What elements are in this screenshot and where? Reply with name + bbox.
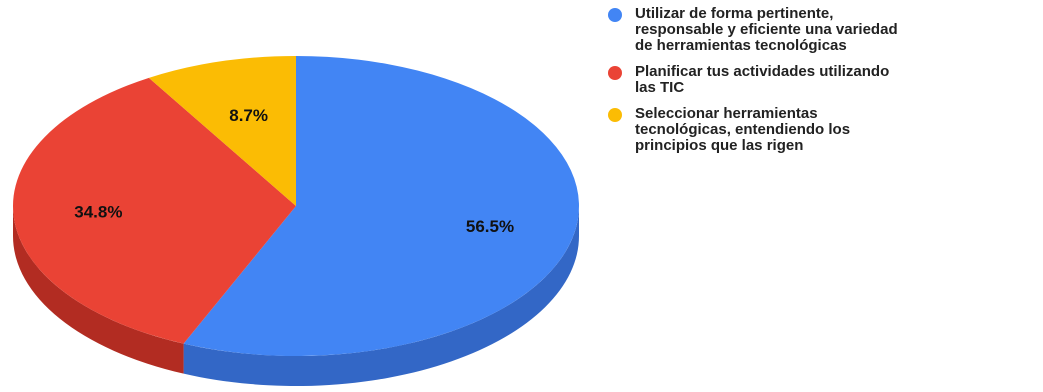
slice-label-1: 56.5% [466, 217, 514, 236]
legend-marker-1 [608, 8, 622, 22]
pie-chart: 56.5% 34.8% 8.7% [12, 56, 579, 387]
pie-slice-2 [12, 77, 297, 344]
pie-slice-1 [183, 56, 579, 356]
legend-marker-2 [608, 66, 622, 80]
legend-item-2: Planificar tus actividades utilizando la… [608, 64, 1038, 96]
legend-label-3: Seleccionar herramientas tecnológicas, e… [635, 105, 851, 154]
legend-label-2: Planificar tus actividades utilizando la… [635, 63, 890, 96]
slice-label-2: 34.8% [74, 203, 122, 222]
legend-label-1: Utilizar de forma pertinente, responsabl… [635, 5, 898, 54]
legend: Utilizar de forma pertinente, responsabl… [608, 6, 1038, 164]
pie-side-2 [13, 206, 184, 374]
slice-label-3: 8.7% [229, 106, 268, 125]
legend-marker-3 [608, 108, 622, 122]
pie-slice-3 [148, 56, 296, 206]
legend-item-3: Seleccionar herramientas tecnológicas, e… [608, 106, 1038, 154]
legend-item-1: Utilizar de forma pertinente, responsabl… [608, 6, 1038, 54]
pie-side-1 [183, 206, 579, 387]
